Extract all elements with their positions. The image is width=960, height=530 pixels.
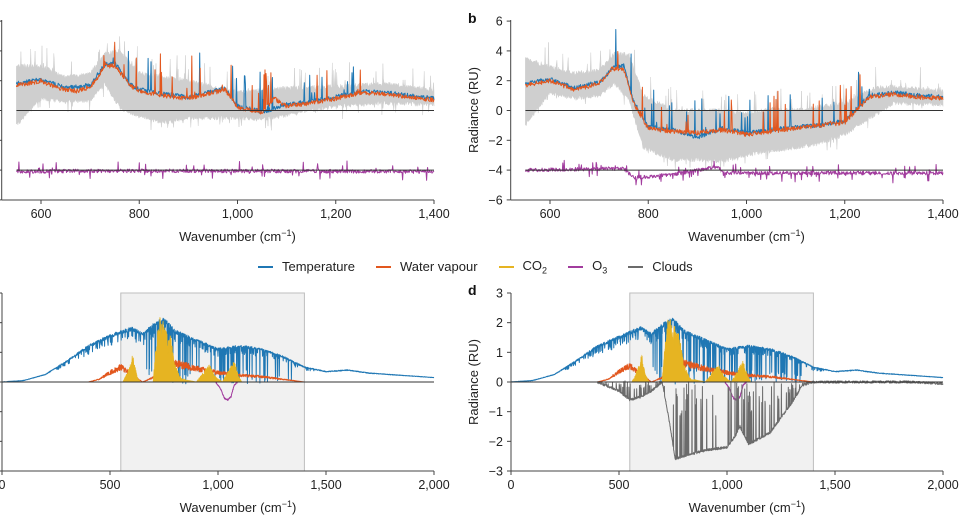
legend: Temperature Water vapour CO2 O3 Clouds [258,258,714,276]
legend-item-temperature: Temperature [258,259,355,274]
water-vapour-swatch-icon [375,265,391,268]
y-tick-label: −1 [489,405,503,419]
x-tick-label: 800 [129,207,150,221]
x-tick-label: 0 [508,478,515,492]
temperature-line [1,317,435,385]
panel-a: 600 800 1,000 1,200 1,400 Wavenumber (cm−1) [0,20,450,244]
panel-label: b [468,10,477,26]
x-tick-label: 500 [609,478,630,492]
x-tick-label: 1,000 [731,207,762,221]
x-axis-title: Wavenumber (cm−1) [688,228,805,244]
clouds-swatch-icon [628,265,644,268]
panel-c: 0 500 1,000 1,500 2,000 Wavenumber (cm−1) [0,292,450,515]
x-tick-label: 1,000 [222,207,253,221]
y-tick-label: 0 [496,376,503,390]
x-tick-label: 1,000 [711,478,742,492]
legend-item-o3: O3 [568,258,607,276]
x-tick-label: 1,000 [202,478,233,492]
o3-line [724,381,747,401]
legend-label: CO2 [522,258,548,276]
x-tick-label: 600 [31,207,52,221]
y-tick-label: 3 [496,286,503,300]
y-tick-label: 1 [496,346,503,360]
legend-label: Water vapour [399,259,478,275]
y-tick-label: −2 [489,435,503,449]
water-vapour-line [88,353,305,383]
legend-item-clouds: Clouds [628,259,693,275]
uncertainty-band [16,36,435,131]
panel-label: d [468,282,477,298]
x-tick-label: 1,400 [927,207,958,221]
panel-d: 0 500 1,000 1,500 2,000 −3 −2 −1 0 1 2 3 Wavenumber … [466,282,959,515]
y-tick-label: 0 [496,104,503,118]
x-axis-title: Wavenumber (cm−1) [689,499,806,515]
y-tick-label: −2 [488,134,502,148]
x-tick-label: 500 [100,478,121,492]
y-tick-label: 2 [496,316,503,330]
y-tick-label: −6 [488,193,502,207]
y-tick-label: −4 [488,164,502,178]
y-axis-title: Radiance (RU) [466,67,481,153]
legend-label: Clouds [652,259,693,275]
x-tick-label: 1,500 [819,478,850,492]
x-axis-title: Wavenumber (cm−1) [180,499,297,515]
y-tick-label: 4 [496,44,503,58]
y-tick-label: −3 [489,465,503,479]
series-2-line [524,159,944,186]
y-axis-title: Radiance (RU) [466,339,481,425]
series-1-line [524,51,944,137]
legend-label: O3 [592,258,608,276]
x-tick-label: 600 [540,207,561,221]
water-vapour-line [597,352,814,383]
y-tick-label: 2 [496,74,503,88]
x-tick-label: 2,000 [927,478,958,492]
series-1-line [15,41,435,115]
x-tick-label: 1,200 [829,207,860,221]
o3-swatch-icon [568,265,584,268]
x-tick-label: 1,400 [418,207,449,221]
x-tick-label: 1,500 [310,478,341,492]
x-axis-title: Wavenumber (cm−1) [179,228,296,244]
x-tick-label: 1,200 [320,207,351,221]
legend-item-water-vapour: Water vapour [375,259,478,275]
o3-line [215,381,238,401]
legend-item-co2: CO2 [498,258,548,276]
uncertainty-band [525,42,944,173]
x-tick-label: 800 [638,207,659,221]
legend-label: Temperature [282,259,355,275]
series-2-line [16,160,435,181]
temperature-swatch-icon [258,265,273,268]
x-tick-label: 2,000 [418,478,449,492]
temperature-line [510,317,944,385]
co2-swatch-icon [498,265,514,268]
x-tick-label: 0 [0,478,6,492]
panel-b: 600 800 1,000 1,200 1,400 −6 −4 −2 0 2 4 6 Wavenumbe… [466,10,959,244]
y-tick-label: 6 [496,15,503,29]
